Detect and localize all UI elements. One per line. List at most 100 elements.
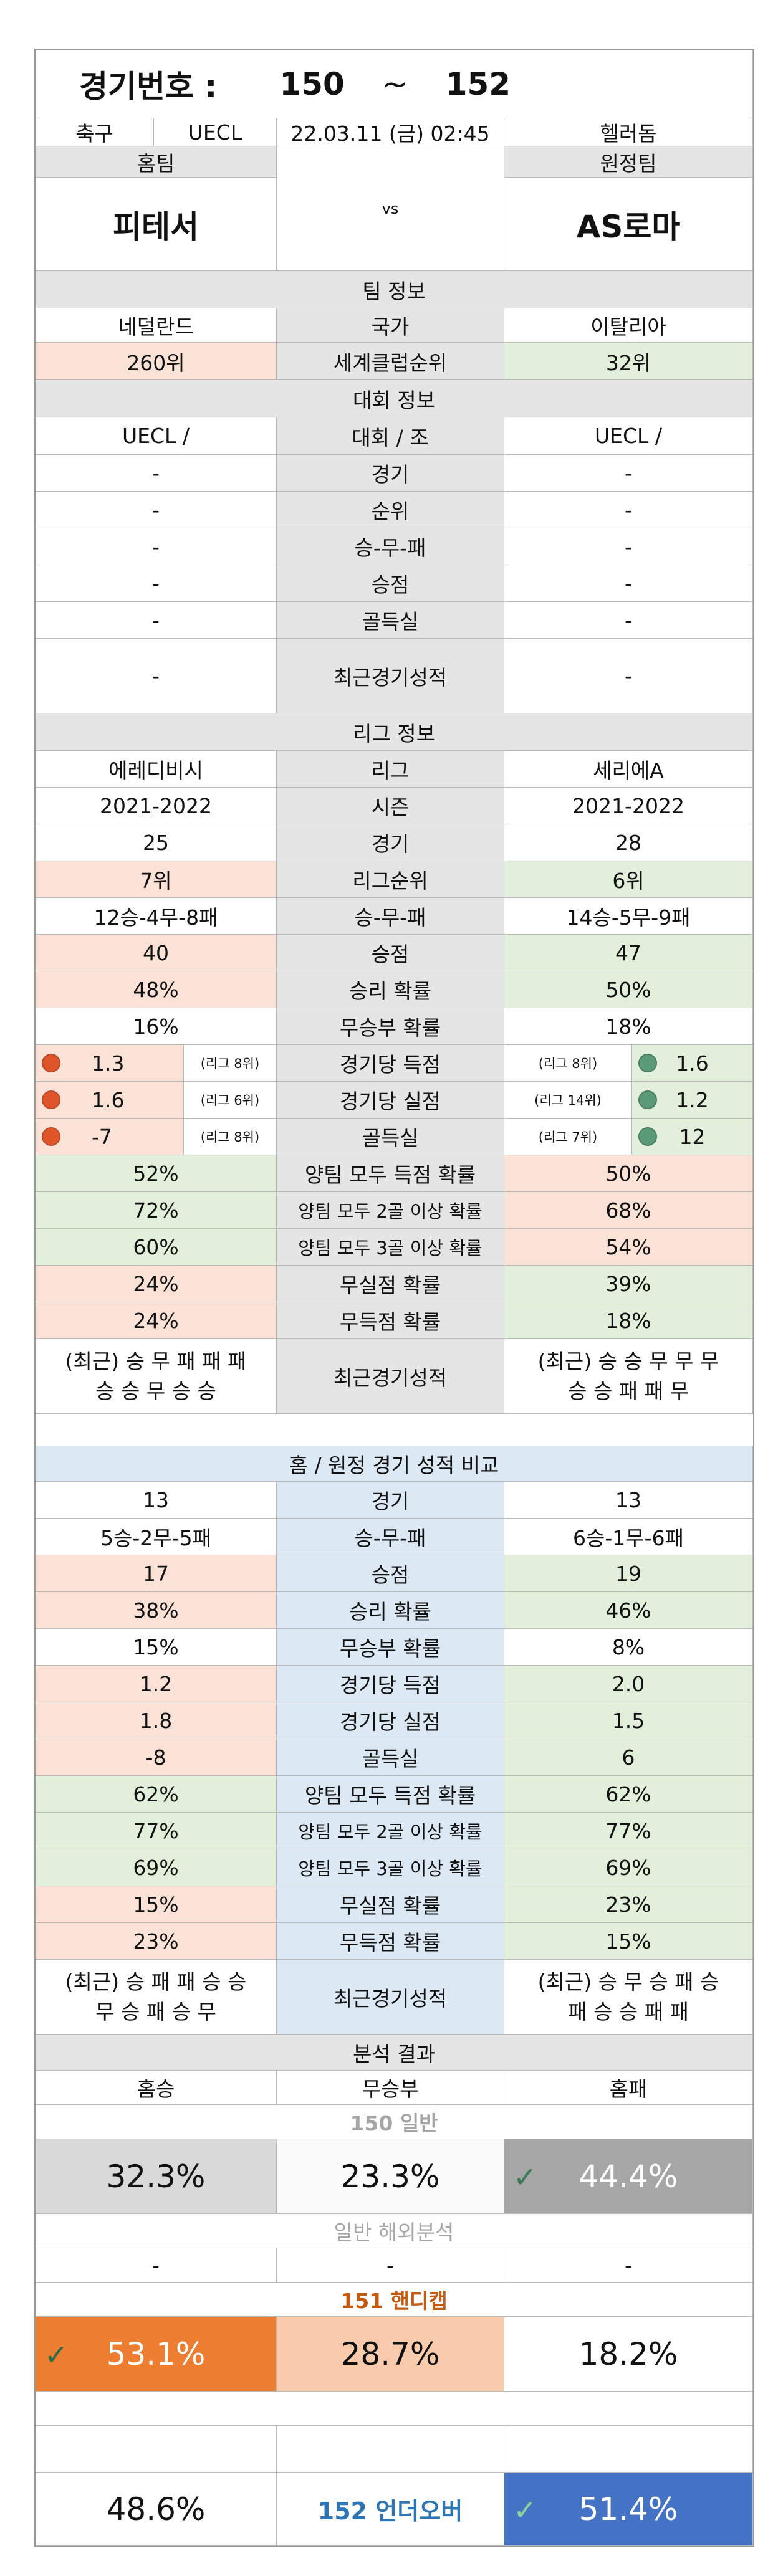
section-title-tournament: 대회 정보	[36, 380, 753, 417]
home-value: 25	[36, 824, 277, 861]
venue: 헬러돔	[504, 118, 753, 146]
sport: 축구	[36, 118, 154, 146]
away-value: -	[504, 602, 753, 639]
home-value: 1.2	[36, 1666, 277, 1702]
home-league-rank: (리그 8위)	[184, 1119, 277, 1155]
home-value: 12승-4무-8패	[36, 898, 277, 935]
away-value: 세리에A	[504, 751, 753, 788]
home-value: -7	[36, 1119, 184, 1155]
away-value: 19	[504, 1555, 753, 1592]
away-value: 18%	[504, 1302, 753, 1339]
away-team-label: 원정팀	[504, 146, 753, 178]
row-label: 국가	[277, 308, 504, 343]
game-number-from: 150	[279, 65, 345, 102]
home-group: UECL /	[36, 417, 277, 455]
home-value: 77%	[36, 1813, 277, 1849]
row-label: 리그	[277, 751, 504, 788]
away-value-text: 1.2	[676, 1087, 709, 1112]
check-icon: ✓	[513, 2160, 537, 2194]
s150-home: 32.3%	[36, 2139, 277, 2214]
recent-line: 승 승 패 패 무	[568, 1378, 689, 1403]
recent-line: 무 승 패 승 무	[95, 1999, 216, 2024]
row-label: 골득실	[277, 1739, 504, 1776]
s151-away: 18.2%	[504, 2317, 753, 2392]
vs-label: vs	[277, 146, 504, 271]
away-value: -	[504, 528, 753, 565]
home-recent: -	[36, 639, 277, 713]
row-label: 골득실	[277, 1119, 504, 1155]
home-value: 2021-2022	[36, 788, 277, 824]
red-indicator-icon	[42, 1054, 60, 1072]
row-label: 무실점 확률	[277, 1886, 504, 1923]
s152-over: ✓ 51.4%	[504, 2473, 753, 2546]
home-value: 40	[36, 935, 277, 971]
home-value: 7위	[36, 861, 277, 898]
home-value: -8	[36, 1739, 277, 1776]
away-value: 12	[632, 1119, 753, 1155]
away-group: UECL /	[504, 417, 753, 455]
s150-away: ✓ 44.4%	[504, 2139, 753, 2214]
away-league-rank: (리그 8위)	[504, 1045, 632, 1082]
row-label: 최근경기성적	[277, 1339, 504, 1414]
row-label: 승점	[277, 1555, 504, 1592]
home-value: 69%	[36, 1849, 277, 1886]
away-value-text: 1.6	[676, 1051, 709, 1076]
row-label: 최근경기성적	[277, 1960, 504, 2035]
game-number-header: 경기번호 : 150 ~152	[36, 50, 753, 118]
match-datetime: 22.03.11 (금) 02:45	[277, 118, 504, 146]
s151-home-value: 53.1%	[106, 2335, 206, 2372]
home-value: 60%	[36, 1229, 277, 1266]
s152-over-value: 51.4%	[579, 2491, 678, 2527]
row-label: 승점	[277, 565, 504, 602]
s152-under: 48.6%	[36, 2473, 277, 2546]
away-value-text: 12	[679, 1124, 706, 1149]
away-recent: -	[504, 639, 753, 713]
row-label: 시즌	[277, 788, 504, 824]
empty-cell	[504, 2426, 753, 2473]
home-value: 52%	[36, 1155, 277, 1192]
section-title-analysis: 분석 결과	[36, 2035, 753, 2071]
home-value: 16%	[36, 1008, 277, 1045]
away-value: 69%	[504, 1849, 753, 1886]
row-label: 양팀 모두 2골 이상 확률	[277, 1192, 504, 1229]
row-label: 승-무-패	[277, 898, 504, 935]
row-label: 골득실	[277, 602, 504, 639]
green-indicator-icon	[638, 1090, 657, 1109]
section-150-general: 150 일반	[36, 2105, 753, 2139]
away-value: 1.2	[632, 1082, 753, 1119]
home-value: 5승-2무-5패	[36, 1519, 277, 1555]
away-league-rank: (리그 14위)	[504, 1082, 632, 1119]
green-indicator-icon	[638, 1054, 657, 1072]
home-value: 15%	[36, 1629, 277, 1666]
empty-cell	[277, 2426, 504, 2473]
row-label: 무실점 확률	[277, 1266, 504, 1302]
s150-away-value: 44.4%	[579, 2158, 678, 2195]
row-label: 경기당 득점	[277, 1045, 504, 1082]
row-label: 승리 확률	[277, 1592, 504, 1629]
home-world-rank: 260위	[36, 343, 277, 380]
section-151-handicap: 151 핸디캡	[36, 2283, 753, 2317]
away-value: 47	[504, 935, 753, 971]
row-label: 리그순위	[277, 861, 504, 898]
home-value: 1.8	[36, 1702, 277, 1739]
spacer-row	[36, 2392, 753, 2426]
home-value: 48%	[36, 971, 277, 1008]
away-value: 54%	[504, 1229, 753, 1266]
away-value: 2021-2022	[504, 788, 753, 824]
home-value: 72%	[36, 1192, 277, 1229]
row-label: 무득점 확률	[277, 1302, 504, 1339]
league: UECL	[154, 118, 277, 146]
row-label: 승점	[277, 935, 504, 971]
home-value: 24%	[36, 1266, 277, 1302]
home-value: 에레디비시	[36, 751, 277, 788]
game-number-tilde: ~	[382, 65, 408, 102]
away-value: 50%	[504, 971, 753, 1008]
row-label: 무승부 확률	[277, 1008, 504, 1045]
s151-draw: 28.7%	[277, 2317, 504, 2392]
row-label: 경기	[277, 824, 504, 861]
overseas-home: -	[36, 2248, 277, 2283]
row-label: 무승부 확률	[277, 1629, 504, 1666]
check-icon: ✓	[44, 2337, 69, 2372]
